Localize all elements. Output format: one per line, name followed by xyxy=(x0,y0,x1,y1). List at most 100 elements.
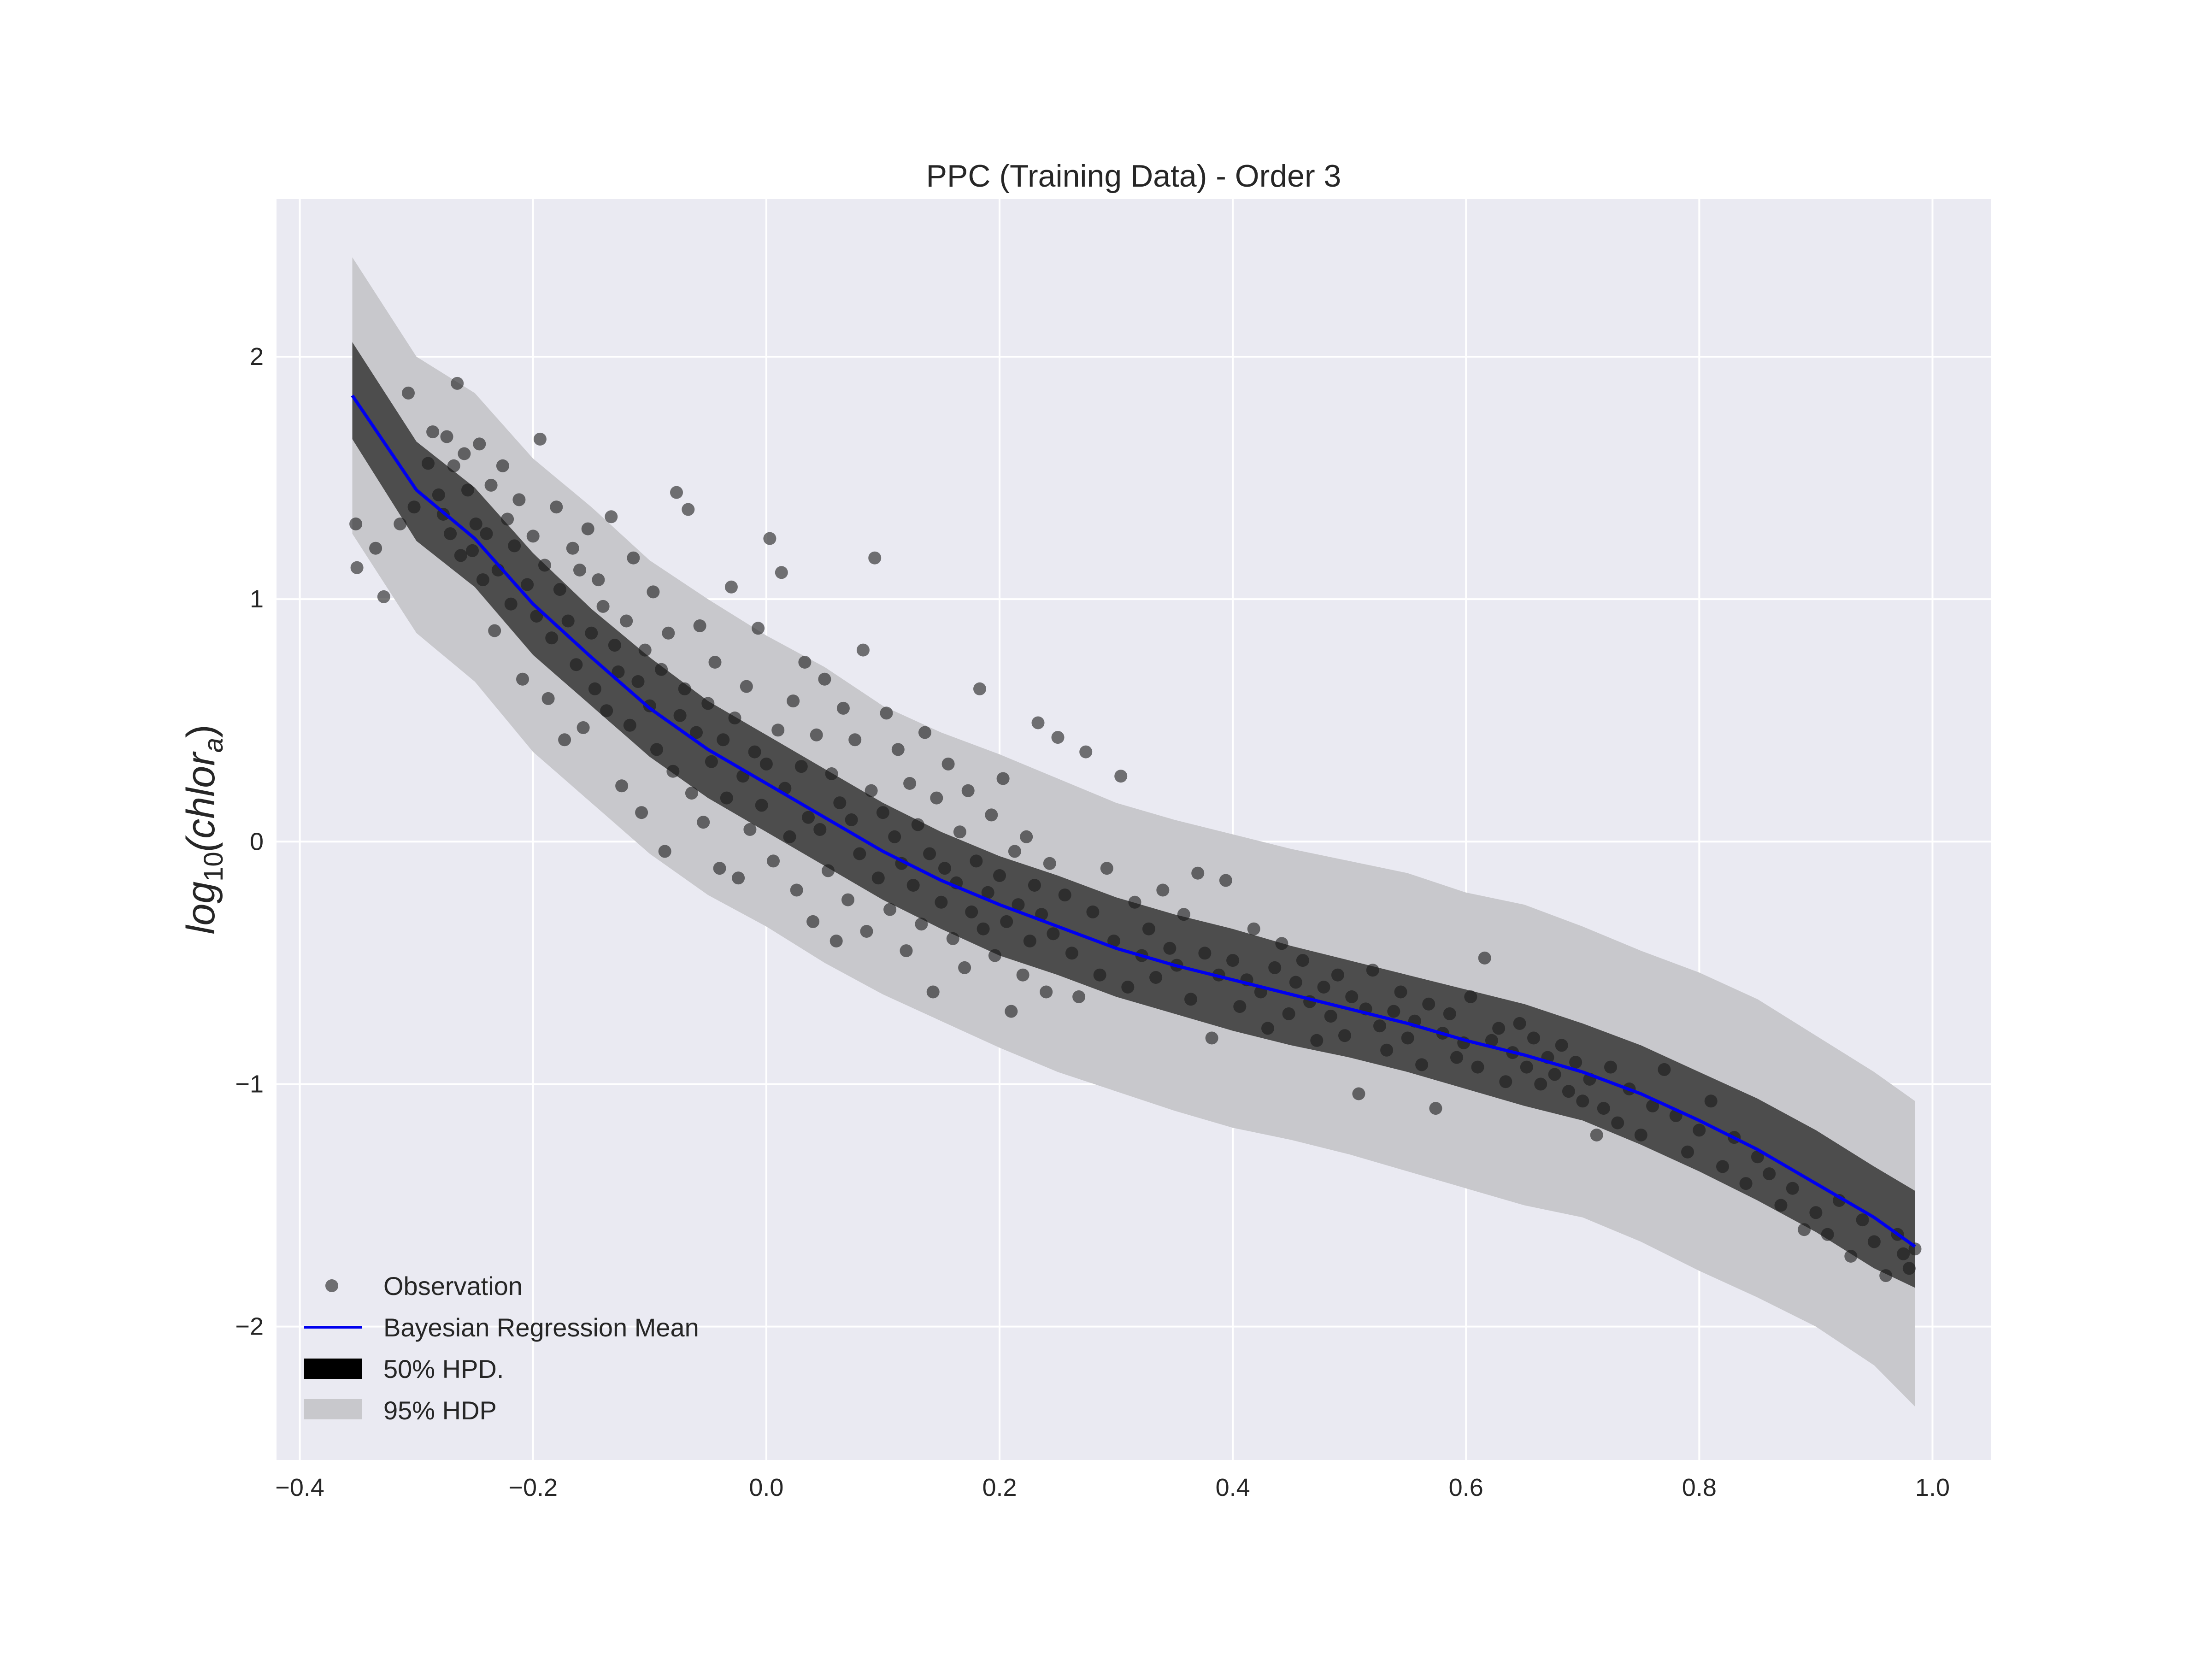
observation-point xyxy=(732,871,745,885)
observation-point xyxy=(623,718,636,732)
observation-point xyxy=(836,701,850,715)
observation-point xyxy=(402,386,415,400)
observation-point xyxy=(755,799,768,812)
observation-point xyxy=(1219,874,1232,887)
observation-point xyxy=(1387,1005,1400,1018)
observation-point xyxy=(697,816,710,829)
mean-line-group xyxy=(351,394,1916,1248)
observation-point xyxy=(1751,1150,1764,1164)
y-tick-label: 0 xyxy=(250,828,264,855)
y-label-end: ) xyxy=(179,724,223,738)
x-tick-label: −0.2 xyxy=(508,1474,558,1501)
observation-point xyxy=(941,757,955,771)
observation-point xyxy=(512,493,526,506)
observation-point xyxy=(1763,1167,1776,1181)
observation-point xyxy=(865,784,878,797)
observation-point xyxy=(451,377,464,390)
observation-point xyxy=(635,806,648,819)
observation-point xyxy=(1205,1031,1218,1045)
observation-point xyxy=(1604,1060,1617,1074)
observation-point xyxy=(1693,1124,1706,1137)
observation-point xyxy=(1774,1199,1788,1212)
hdp95-band xyxy=(352,257,1915,1407)
observation-point xyxy=(585,626,598,640)
observation-point xyxy=(678,682,691,695)
observation-point xyxy=(830,935,843,947)
legend-observation-marker xyxy=(325,1279,338,1292)
observation-point xyxy=(1233,1000,1247,1013)
observation-point xyxy=(1786,1182,1799,1195)
observation-point xyxy=(1016,968,1030,982)
observation-point xyxy=(935,895,948,909)
observation-point xyxy=(880,706,893,720)
observation-point xyxy=(1704,1094,1718,1108)
legend-hpd50-label: 50% HPD. xyxy=(383,1354,504,1383)
observation-point xyxy=(1352,1087,1365,1100)
observation-point xyxy=(1520,1060,1533,1074)
observation-point xyxy=(1401,1031,1414,1045)
observation-point xyxy=(1527,1031,1540,1045)
observation-point xyxy=(740,680,753,693)
observation-point xyxy=(530,610,543,623)
observation-point xyxy=(752,622,765,635)
observation-point xyxy=(977,922,990,935)
observation-point xyxy=(550,500,563,514)
observation-point xyxy=(705,755,718,768)
x-tick-label: −0.4 xyxy=(275,1474,324,1501)
observation-point xyxy=(369,541,382,555)
observation-point xyxy=(965,905,978,918)
observation-point xyxy=(488,624,501,637)
observation-point xyxy=(926,985,940,999)
observation-point xyxy=(1268,961,1282,974)
observation-point xyxy=(810,728,823,741)
observation-point xyxy=(818,672,831,686)
observation-point xyxy=(988,949,1001,962)
y-tick-labels: −2 −1 0 1 2 xyxy=(235,343,264,1341)
observation-point xyxy=(1513,1017,1526,1030)
observation-point xyxy=(1114,770,1128,783)
y-label-sub2: a xyxy=(199,738,229,753)
observation-point xyxy=(1562,1085,1575,1098)
observation-point xyxy=(454,549,467,562)
legend-observation-label: Observation xyxy=(383,1271,523,1300)
observation-point xyxy=(1275,937,1288,950)
observation-point xyxy=(868,551,882,565)
observation-point xyxy=(798,656,812,669)
observation-point xyxy=(1051,731,1065,744)
observation-point xyxy=(553,583,566,596)
x-tick-label: 0.2 xyxy=(982,1474,1017,1501)
observation-point xyxy=(480,527,493,541)
observation-point xyxy=(1464,990,1477,1003)
observation-point xyxy=(1047,927,1060,941)
observation-point xyxy=(426,425,440,439)
observation-point xyxy=(650,743,663,756)
observation-point xyxy=(1261,1022,1274,1035)
observation-point xyxy=(444,527,457,541)
observation-point xyxy=(748,745,761,759)
observation-point xyxy=(1569,1056,1583,1069)
observation-point xyxy=(1856,1213,1869,1227)
observation-point xyxy=(558,733,571,747)
observation-point xyxy=(1000,915,1013,928)
observation-point xyxy=(1086,905,1100,918)
observation-point xyxy=(961,784,975,797)
observation-point xyxy=(673,709,687,722)
observation-point xyxy=(1450,1051,1463,1064)
observation-point xyxy=(1897,1247,1910,1260)
observation-point xyxy=(1058,888,1071,902)
observation-point xyxy=(825,767,838,780)
observation-point xyxy=(461,483,474,497)
y-tick-label: 1 xyxy=(250,585,264,613)
observation-point xyxy=(1324,1010,1337,1023)
observation-point xyxy=(1121,981,1135,994)
observation-point xyxy=(1548,1068,1561,1081)
observation-point xyxy=(1366,964,1379,977)
observation-point xyxy=(596,600,610,613)
observation-point xyxy=(728,712,741,724)
observation-point xyxy=(888,830,901,843)
observation-point xyxy=(946,932,959,945)
legend-hdp95-label: 95% HDP xyxy=(383,1396,497,1425)
legend-hdp95-patch xyxy=(304,1399,362,1419)
observation-point xyxy=(1226,954,1240,967)
